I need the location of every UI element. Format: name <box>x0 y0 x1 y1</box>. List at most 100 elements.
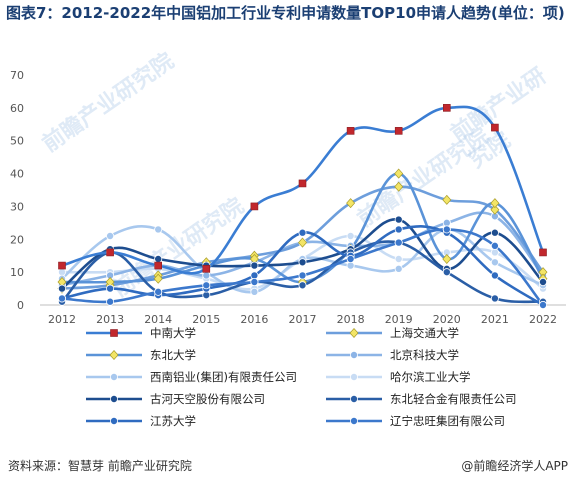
data-point <box>106 297 115 306</box>
data-point <box>298 271 307 280</box>
x-tick-label: 2014 <box>144 313 172 325</box>
legend-label: 古河天空股份有限公司 <box>150 392 265 406</box>
data-point <box>490 241 499 250</box>
data-point <box>442 194 452 205</box>
y-tick-label: 20 <box>10 233 24 246</box>
data-point <box>202 271 211 280</box>
legend-swatch <box>86 395 142 403</box>
data-point <box>349 395 358 403</box>
data-point <box>202 291 211 300</box>
data-point <box>202 265 211 273</box>
legend-label: 上海交通大学 <box>390 326 459 340</box>
legend-label: 辽宁忠旺集团有限公司 <box>390 414 505 428</box>
data-point <box>539 248 547 257</box>
data-point <box>109 349 119 361</box>
data-point <box>346 254 355 263</box>
data-point <box>250 287 259 296</box>
data-point <box>106 231 115 240</box>
data-point <box>298 179 307 188</box>
data-point <box>298 258 307 267</box>
x-tick-label: 2021 <box>481 313 509 325</box>
x-tick-label: 2022 <box>529 313 557 325</box>
data-point <box>442 104 451 112</box>
legend-swatch <box>86 349 142 361</box>
legend-swatch <box>86 373 142 381</box>
data-point <box>539 300 548 309</box>
data-point <box>250 202 259 211</box>
data-point <box>154 287 163 296</box>
data-point <box>153 273 163 284</box>
data-point <box>106 248 114 257</box>
legend-swatch <box>326 395 382 403</box>
data-point <box>109 395 118 403</box>
data-point <box>442 268 451 277</box>
data-point <box>154 261 162 270</box>
data-point <box>298 281 307 290</box>
data-point <box>394 215 403 224</box>
y-tick-label: 50 <box>10 135 24 148</box>
data-point <box>106 284 115 293</box>
legend-swatch <box>326 351 382 359</box>
data-point <box>349 417 358 425</box>
chart-title: 图表7：2012-2022年中国铝加工行业专利申请数量TOP10申请人趋势(单位… <box>6 4 565 22</box>
x-tick-label: 2013 <box>96 313 124 325</box>
data-point <box>394 181 404 192</box>
data-point <box>490 248 499 257</box>
brand-note: @前瞻经济学人APP <box>461 459 568 473</box>
legend-swatch <box>326 417 382 425</box>
data-point <box>298 237 307 248</box>
x-tick-label: 2020 <box>433 313 461 325</box>
y-tick-label: 60 <box>10 102 24 115</box>
y-tick-label: 10 <box>10 266 24 279</box>
data-point <box>394 254 403 263</box>
source-note: 资料来源：智慧芽 前瞻产业研究院 <box>8 459 192 473</box>
data-point <box>349 373 358 381</box>
legend-label: 北京科技大学 <box>390 348 459 362</box>
legend-label: 江苏大学 <box>150 414 196 428</box>
data-point <box>109 373 118 381</box>
data-point <box>490 228 499 237</box>
data-point <box>349 327 359 339</box>
x-tick-label: 2019 <box>385 313 413 325</box>
data-point <box>250 271 259 280</box>
data-point <box>442 253 452 265</box>
legend-label: 中南大学 <box>150 326 196 340</box>
data-point <box>442 225 451 234</box>
data-point <box>442 218 451 227</box>
data-point <box>394 264 403 273</box>
data-point <box>394 225 403 234</box>
legend-swatch <box>86 417 142 425</box>
x-tick-label: 2016 <box>240 313 268 325</box>
data-point <box>539 277 548 286</box>
data-point <box>394 238 403 247</box>
legend-swatch <box>326 327 382 339</box>
data-point <box>250 277 259 286</box>
data-point <box>349 351 358 359</box>
y-tick-label: 40 <box>10 168 24 181</box>
y-tick-label: 0 <box>17 299 24 312</box>
data-point <box>490 271 499 280</box>
legend-label: 西南铝业(集团)有限责任公司 <box>150 370 297 384</box>
chart-plot: 0 10 20 30 40 50 60 70 2012 2013 2014 2015 2016 2017 2… <box>10 69 566 325</box>
legend-swatch <box>326 373 382 381</box>
data-point <box>154 225 163 234</box>
data-point <box>250 261 259 270</box>
data-point <box>394 127 403 135</box>
data-point <box>490 258 499 267</box>
x-tick-label: 2015 <box>192 313 220 325</box>
data-point <box>58 268 67 277</box>
data-point <box>490 198 500 209</box>
data-point <box>202 281 211 290</box>
data-point <box>346 198 356 209</box>
data-point <box>491 123 499 132</box>
data-point <box>109 417 118 425</box>
data-point <box>58 284 67 293</box>
data-point <box>346 261 355 270</box>
data-point <box>346 231 355 240</box>
data-point <box>490 294 499 303</box>
data-point <box>154 254 163 263</box>
data-point <box>298 228 307 237</box>
y-tick-label: 70 <box>10 69 24 82</box>
legend-label: 东北大学 <box>150 348 196 362</box>
data-point <box>394 168 404 179</box>
